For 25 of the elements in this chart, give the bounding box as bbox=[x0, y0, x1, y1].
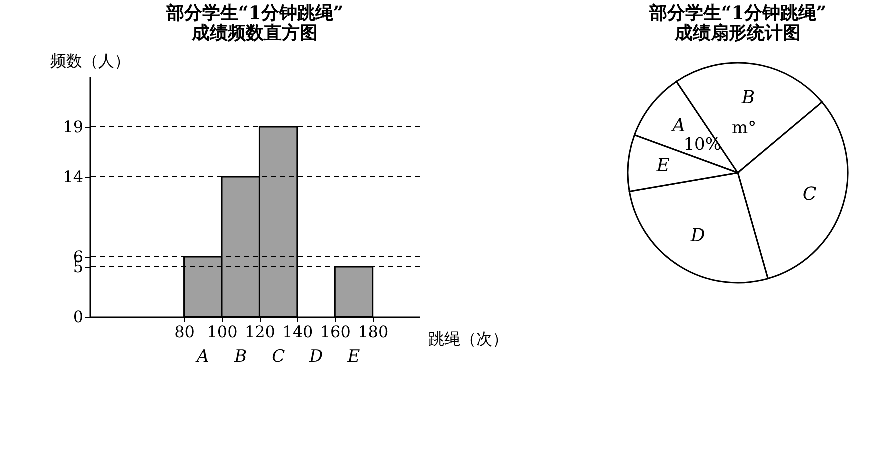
text: E bbox=[346, 347, 361, 367]
x-tick-label: 120 bbox=[244, 322, 276, 342]
text: B bbox=[234, 347, 248, 367]
slice-label: E bbox=[656, 155, 670, 176]
y-axis-title: 频数（人） bbox=[50, 52, 130, 70]
x-tick-label: 80 bbox=[174, 322, 195, 342]
slice-label: B bbox=[740, 88, 756, 109]
slice-label: C bbox=[802, 184, 817, 205]
chart-title: 部分学生“1分钟跳绳” 成绩频数直方图 bbox=[165, 3, 344, 44]
y-tick-label: 14 bbox=[63, 168, 84, 186]
slice-label: A bbox=[670, 116, 686, 137]
y-tick-label: 0 bbox=[73, 308, 84, 326]
x-tick-label: 140 bbox=[282, 322, 314, 342]
slice-label: D bbox=[690, 225, 706, 246]
x-tick-label: 180 bbox=[358, 322, 389, 342]
text: A bbox=[195, 347, 210, 367]
text: D bbox=[308, 347, 324, 367]
data-label: m° bbox=[732, 118, 757, 138]
x-tick-label: 160 bbox=[320, 322, 351, 342]
y-tick-label: 19 bbox=[63, 118, 84, 136]
x-axis-title: 跳绳（次） bbox=[428, 330, 508, 348]
x-tick-label: 100 bbox=[207, 322, 238, 342]
text: C bbox=[272, 347, 286, 367]
data-label: 10% bbox=[684, 135, 722, 156]
chart-title: 部分学生“1分钟跳绳” 成绩扇形统计图 bbox=[648, 3, 827, 44]
